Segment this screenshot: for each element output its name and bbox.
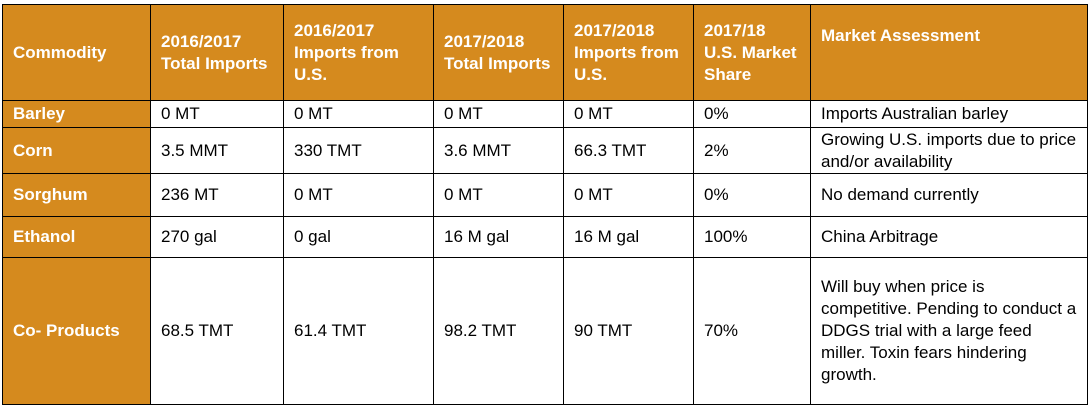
us-imports-1718-cell: 90 TMT — [564, 258, 694, 405]
table-row: Sorghum 236 MT 0 MT 0 MT 0 MT 0% No dema… — [3, 174, 1088, 217]
us-imports-1718-cell: 0 MT — [564, 174, 694, 217]
table-row: Barley 0 MT 0 MT 0 MT 0 MT 0% Imports Au… — [3, 101, 1088, 128]
market-share-cell: 0% — [694, 174, 811, 217]
assessment-cell: China Arbitrage — [811, 217, 1088, 258]
commodity-cell: Co- Products — [3, 258, 151, 405]
total-imports-1617-cell: 270 gal — [151, 217, 284, 258]
header-market-assessment: Market Assessment — [811, 5, 1088, 101]
market-share-cell: 100% — [694, 217, 811, 258]
assessment-cell: Will buy when price is competitive. Pend… — [811, 258, 1088, 405]
table-row: Ethanol 270 gal 0 gal 16 M gal 16 M gal … — [3, 217, 1088, 258]
total-imports-1617-cell: 68.5 TMT — [151, 258, 284, 405]
us-imports-1718-cell: 16 M gal — [564, 217, 694, 258]
header-1617-imports-from-us: 2016/2017 Imports from U.S. — [284, 5, 434, 101]
header-1718-us-market-share: 2017/18 U.S. Market Share — [694, 5, 811, 101]
header-1718-imports-from-us: 2017/2018 Imports from U.S. — [564, 5, 694, 101]
commodity-cell: Ethanol — [3, 217, 151, 258]
header-1617-total-imports: 2016/2017 Total Imports — [151, 5, 284, 101]
assessment-cell: Imports Australian barley — [811, 101, 1088, 128]
table-row: Corn 3.5 MMT 330 TMT 3.6 MMT 66.3 TMT 2%… — [3, 128, 1088, 174]
commodity-cell: Corn — [3, 128, 151, 174]
commodity-import-table: Commodity 2016/2017 Total Imports 2016/2… — [2, 4, 1088, 405]
us-imports-1617-cell: 0 gal — [284, 217, 434, 258]
total-imports-1718-cell: 98.2 TMT — [434, 258, 564, 405]
us-imports-1617-cell: 330 TMT — [284, 128, 434, 174]
us-imports-1718-cell: 0 MT — [564, 101, 694, 128]
total-imports-1718-cell: 16 M gal — [434, 217, 564, 258]
header-1718-total-imports: 2017/2018 Total Imports — [434, 5, 564, 101]
total-imports-1617-cell: 0 MT — [151, 101, 284, 128]
market-share-cell: 2% — [694, 128, 811, 174]
total-imports-1718-cell: 0 MT — [434, 174, 564, 217]
total-imports-1617-cell: 3.5 MMT — [151, 128, 284, 174]
commodity-cell: Sorghum — [3, 174, 151, 217]
total-imports-1718-cell: 0 MT — [434, 101, 564, 128]
us-imports-1617-cell: 61.4 TMT — [284, 258, 434, 405]
assessment-cell: No demand currently — [811, 174, 1088, 217]
header-row: Commodity 2016/2017 Total Imports 2016/2… — [3, 5, 1088, 101]
table-row: Co- Products 68.5 TMT 61.4 TMT 98.2 TMT … — [3, 258, 1088, 405]
us-imports-1617-cell: 0 MT — [284, 174, 434, 217]
market-share-cell: 70% — [694, 258, 811, 405]
total-imports-1617-cell: 236 MT — [151, 174, 284, 217]
header-commodity: Commodity — [3, 5, 151, 101]
commodity-cell: Barley — [3, 101, 151, 128]
us-imports-1718-cell: 66.3 TMT — [564, 128, 694, 174]
assessment-cell: Growing U.S. imports due to price and/or… — [811, 128, 1088, 174]
total-imports-1718-cell: 3.6 MMT — [434, 128, 564, 174]
market-share-cell: 0% — [694, 101, 811, 128]
us-imports-1617-cell: 0 MT — [284, 101, 434, 128]
